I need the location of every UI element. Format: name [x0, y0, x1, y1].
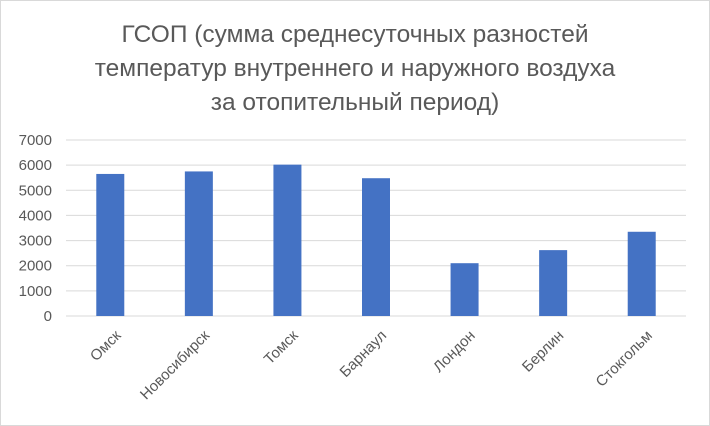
bar [539, 250, 568, 316]
x-tick-label: Стокгольм [593, 327, 656, 390]
x-tick-label: Томск [261, 327, 302, 368]
x-tick-label: Омск [87, 327, 125, 365]
bar [273, 164, 302, 316]
chart-title: ГСОП (сумма среднесуточных разностей тем… [40, 18, 670, 120]
x-tick-label: Лондон [430, 327, 479, 376]
y-tick-label: 0 [44, 308, 52, 325]
bar [96, 173, 125, 316]
y-axis-ticks: 0 1000 2000 3000 4000 5000 6000 7000 [19, 132, 52, 325]
x-tick-label: Берлин [519, 327, 567, 375]
y-tick-label: 3000 [19, 233, 52, 250]
x-tick-label: Барнаул [337, 327, 391, 381]
bar [450, 263, 479, 316]
x-tick-label: Новосибирск [137, 327, 213, 403]
bars [96, 164, 656, 316]
chart-title-line-2: температур внутреннего и наружного возду… [94, 55, 616, 82]
y-tick-label: 4000 [19, 207, 52, 224]
chart-title-line-3: за отопительный период) [210, 89, 500, 116]
y-tick-label: 1000 [19, 283, 52, 300]
bar [184, 171, 213, 316]
y-tick-label: 2000 [19, 258, 52, 275]
bar [627, 231, 656, 316]
bar [362, 178, 390, 316]
y-tick-label: 5000 [19, 182, 52, 199]
chart-title-line-1: ГСОП (сумма среднесуточных разностей [121, 21, 589, 48]
x-axis-ticks: Омск Новосибирск Томск Барнаул Лондон Берлин С… [87, 327, 656, 403]
y-tick-label: 7000 [19, 132, 52, 149]
y-tick-label: 6000 [19, 157, 52, 174]
